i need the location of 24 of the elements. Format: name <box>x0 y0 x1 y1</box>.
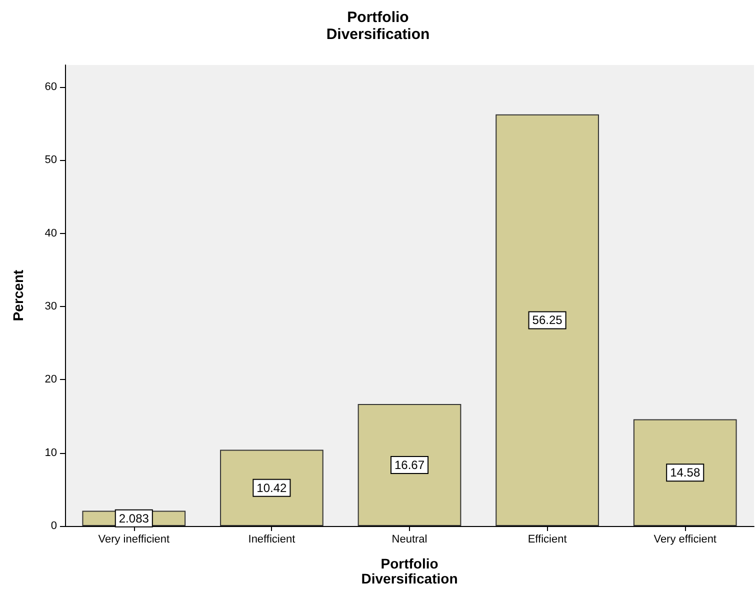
x-tick-label: Very efficient <box>654 534 716 546</box>
x-tick-label: Efficient <box>528 534 567 546</box>
y-tick-label: 50 <box>44 154 57 166</box>
x-axis-title: Portfolio Diversification <box>361 556 458 586</box>
bar <box>496 114 599 526</box>
y-tick-label: 30 <box>44 300 57 312</box>
y-tick-label: 40 <box>44 227 57 240</box>
y-tick-label: 20 <box>44 374 57 386</box>
data-label: 14.58 <box>670 466 700 480</box>
y-axis-title: Percent <box>10 269 26 322</box>
bar <box>220 450 324 526</box>
x-tick-label: Neutral <box>392 534 428 546</box>
data-label: 2.083 <box>118 511 150 526</box>
chart-title: Portfolio Diversification <box>326 9 430 43</box>
data-label: 10.42 <box>256 480 288 495</box>
data-label: 56.25 <box>532 313 563 328</box>
y-tick-label: 60 <box>44 80 57 93</box>
y-tick-label: 10 <box>44 446 57 459</box>
bar <box>358 404 462 526</box>
data-label: 16.67 <box>394 458 425 472</box>
x-tick-label: Inefficient <box>248 534 296 546</box>
x-tick-label: Very inefficient <box>98 534 170 546</box>
bar <box>633 419 737 526</box>
y-tick-label: 0 <box>50 520 57 532</box>
